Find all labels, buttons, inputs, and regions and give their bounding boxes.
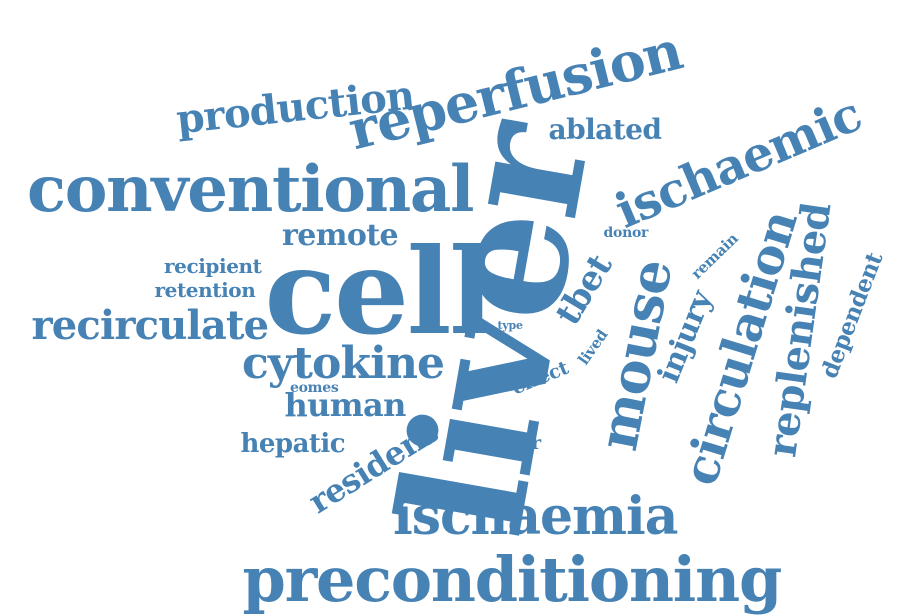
word-recirculate: recirculate — [31, 302, 270, 349]
word-type: type — [497, 318, 524, 332]
word-ischaemia: ischaemia — [393, 486, 678, 547]
word-prior: prior — [489, 431, 542, 454]
word-human: human — [284, 386, 407, 424]
word-conventional: conventional — [27, 152, 474, 227]
word-retention: retention — [154, 278, 256, 302]
word-remote: remote — [282, 218, 399, 253]
word-cell: cell — [264, 222, 495, 361]
word-preconditioning: preconditioning — [242, 543, 783, 616]
word-recipient: recipient — [164, 254, 262, 278]
word-eomes: eomes — [290, 380, 339, 396]
word-hepatic: hepatic — [240, 429, 346, 459]
word-ripc: ripc — [502, 286, 525, 297]
word-cytokine: cytokine — [242, 338, 445, 389]
word-donor: donor — [603, 225, 649, 241]
word-ablated: ablated — [548, 113, 662, 146]
